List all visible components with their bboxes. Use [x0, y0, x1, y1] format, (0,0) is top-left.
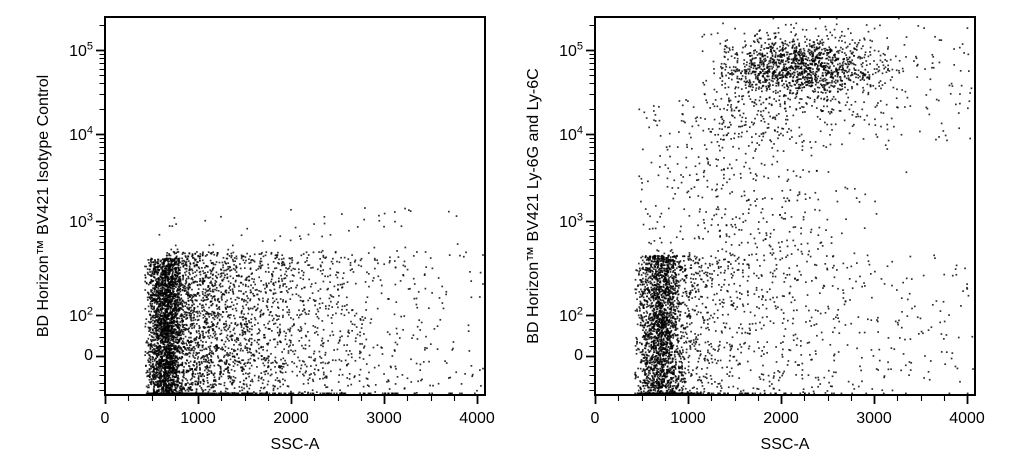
x-axis-label-right: SSC-A — [760, 436, 810, 453]
y-tick-label: 104 — [559, 124, 583, 144]
y-tick-label: 0 — [574, 347, 583, 364]
y-tick-label: 103 — [559, 211, 583, 231]
y-tick-label: 105 — [69, 40, 93, 60]
x-tick-label: 2000 — [273, 410, 309, 427]
x-tick-label: 1000 — [670, 410, 706, 427]
y-tick-label: 102 — [69, 305, 93, 325]
x-tick-label: 0 — [590, 410, 600, 427]
x-tick-label: 3000 — [366, 410, 402, 427]
y-tick-label: 0 — [84, 347, 93, 364]
x-tick-label: 1000 — [180, 410, 216, 427]
x-tick-label: 2000 — [763, 410, 799, 427]
y-tick-label: 105 — [559, 40, 583, 60]
y-tick-label: 104 — [69, 124, 93, 144]
x-tick-label: 3000 — [856, 410, 892, 427]
y-tick-label: 103 — [69, 211, 93, 231]
y-tick-label: 102 — [559, 305, 583, 325]
y-axis-label-right: BD Horizon™ BV421 Ly-6G and Ly-6C — [525, 68, 542, 344]
y-axis-label-left: BD Horizon™ BV421 Isotype Control — [35, 74, 52, 338]
x-tick-label: 4000 — [949, 410, 985, 427]
x-axis-label-left: SSC-A — [270, 436, 320, 453]
x-tick-label: 0 — [100, 410, 110, 427]
x-tick-label: 4000 — [459, 410, 495, 427]
